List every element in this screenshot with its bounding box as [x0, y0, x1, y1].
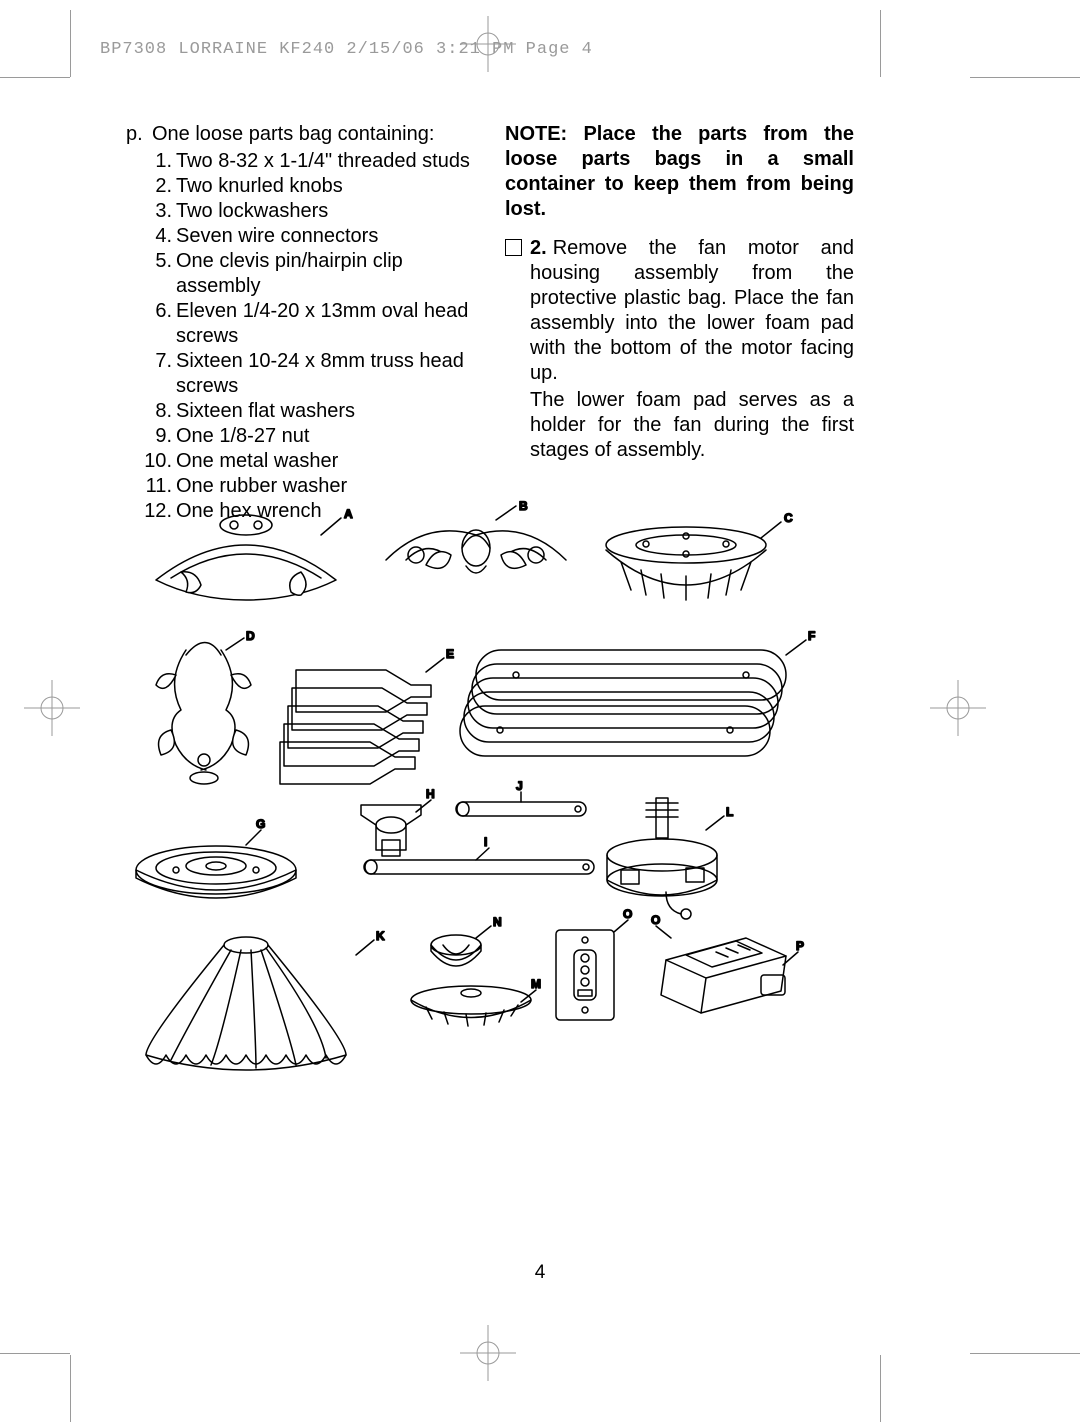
label-J: J: [516, 779, 523, 793]
label-C: C: [784, 511, 793, 525]
crop-mark: [70, 1355, 71, 1422]
part-I-downrod-long: [364, 848, 594, 874]
register-mark-icon: [24, 680, 80, 736]
crop-mark: [970, 77, 1080, 78]
note-text: NOTE: Place the parts from the loose par…: [505, 122, 854, 222]
crop-mark: [880, 1355, 881, 1422]
part-A-canopy: [156, 515, 341, 600]
part-D-finial: [156, 638, 251, 784]
crop-mark: [880, 10, 881, 77]
part-O-wall-control: [556, 920, 628, 1020]
part-E-blade-brackets: [280, 658, 444, 784]
print-header: BP7308 LORRAINE KF240 2/15/06 3:21 PM Pa…: [100, 40, 593, 59]
label-D: D: [246, 629, 255, 643]
label-G: G: [256, 817, 265, 831]
part-G-mount-plate: [136, 830, 296, 898]
step-text: Remove the fan motor and housing assembl…: [530, 237, 854, 384]
list-item: Two lockwashers: [176, 199, 475, 224]
part-F-blades: [460, 640, 806, 756]
list-item: One 1/8-27 nut: [176, 424, 475, 449]
list-letter: p.: [126, 122, 152, 147]
list-item: Seven wire connectors: [176, 224, 475, 249]
part-B-scroll-ring: [386, 506, 566, 573]
right-column: NOTE: Place the parts from the loose par…: [505, 122, 854, 524]
label-L: L: [726, 805, 733, 819]
list-item: One rubber washer: [176, 474, 475, 499]
part-N-trim-ring: [431, 926, 491, 966]
crop-mark: [0, 77, 70, 78]
list-item: One clevis pin/hairpin clip assembly: [176, 249, 475, 299]
label-I: I: [484, 835, 487, 849]
label-O2: O: [651, 913, 660, 927]
label-O: O: [623, 907, 632, 921]
crop-mark: [0, 1353, 70, 1354]
part-M-light-fitter: [411, 986, 536, 1026]
list-item: Two knurled knobs: [176, 174, 475, 199]
list-intro: One loose parts bag containing:: [152, 122, 475, 147]
list-item: Sixteen flat washers: [176, 399, 475, 424]
crop-mark: [70, 10, 71, 77]
label-E: E: [446, 647, 454, 661]
body-columns: p. One loose parts bag containing: Two 8…: [126, 122, 854, 524]
label-F: F: [808, 629, 815, 643]
step-number: 2.: [530, 237, 547, 259]
list-item: Sixteen 10-24 x 8mm truss head screws: [176, 349, 475, 399]
label-B: B: [519, 500, 528, 513]
register-mark-icon: [460, 16, 516, 72]
part-L-motor: [607, 798, 724, 919]
checkbox-icon: [505, 239, 522, 256]
list-item: Two 8-32 x 1-1/4" threaded studs: [176, 149, 475, 174]
page-number: 4: [0, 1262, 1080, 1284]
step-text: The lower foam pad serves as a holder fo…: [530, 388, 854, 463]
crop-mark: [970, 1353, 1080, 1354]
part-P-receiver: [661, 938, 798, 1013]
label-K: K: [376, 929, 385, 943]
list-item: One metal washer: [176, 449, 475, 474]
parts-diagram: A B: [126, 500, 826, 1090]
parts-list: Two 8-32 x 1-1/4" threaded studs Two knu…: [126, 149, 475, 524]
label-N: N: [493, 915, 502, 929]
part-J-downrod-short: [456, 792, 586, 816]
left-column: p. One loose parts bag containing: Two 8…: [126, 122, 475, 524]
register-mark-icon: [460, 1325, 516, 1381]
label-P: P: [796, 939, 804, 953]
label-A: A: [344, 507, 353, 521]
list-item: Eleven 1/4-20 x 13mm oval head screws: [176, 299, 475, 349]
part-C-motor-cover: [606, 522, 781, 600]
part-K-glass-shade: [146, 937, 374, 1070]
label-M: M: [531, 977, 541, 991]
register-mark-icon: [930, 680, 986, 736]
label-H: H: [426, 787, 435, 801]
page: BP7308 LORRAINE KF240 2/15/06 3:21 PM Pa…: [0, 0, 1080, 1397]
step-2: 2.Remove the fan motor and housing assem…: [505, 236, 854, 465]
part-H-hanger-bracket: [361, 800, 431, 856]
